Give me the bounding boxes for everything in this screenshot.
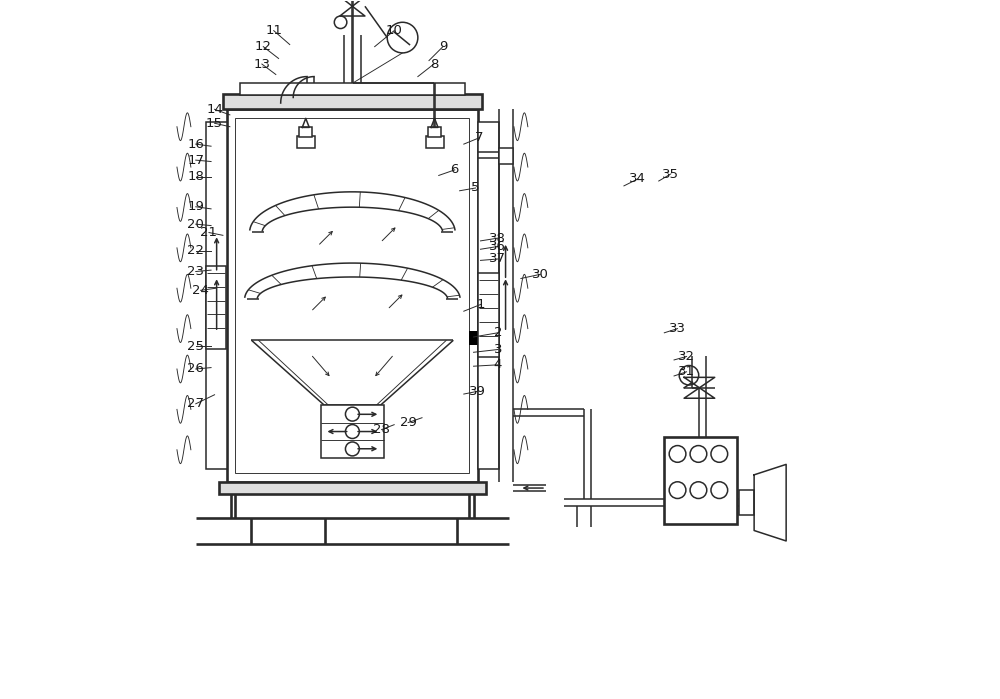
Bar (206, 266, 226, 350)
Text: 30: 30 (532, 268, 549, 281)
Text: 38: 38 (489, 231, 506, 245)
Text: 4: 4 (494, 359, 502, 371)
Bar (739, 490, 754, 515)
Text: 17: 17 (187, 154, 204, 166)
Text: 12: 12 (255, 40, 272, 53)
Bar (297, 136, 315, 148)
Text: 13: 13 (253, 57, 270, 71)
Text: 19: 19 (187, 201, 204, 213)
Text: 25: 25 (187, 340, 204, 352)
Text: 7: 7 (475, 131, 483, 145)
Text: 18: 18 (187, 171, 204, 183)
Text: 10: 10 (386, 24, 403, 37)
Text: 22: 22 (187, 244, 204, 257)
Bar (223, 94, 482, 109)
Text: 5: 5 (471, 182, 480, 194)
Bar (240, 83, 465, 95)
Text: 36: 36 (489, 240, 506, 253)
Text: 33: 33 (669, 322, 686, 335)
Bar (219, 482, 486, 494)
Text: 20: 20 (187, 217, 204, 231)
Text: 26: 26 (187, 363, 204, 375)
Text: 24: 24 (192, 284, 209, 297)
Bar (426, 136, 444, 148)
Bar (478, 273, 499, 356)
Bar (227, 109, 478, 482)
Bar (469, 331, 478, 345)
Text: 31: 31 (678, 366, 695, 378)
Bar (499, 147, 513, 164)
Text: 21: 21 (200, 226, 217, 239)
Text: 2: 2 (494, 326, 502, 339)
Text: 15: 15 (206, 117, 223, 130)
Text: 9: 9 (439, 40, 447, 53)
Text: 35: 35 (662, 168, 679, 180)
Text: 32: 32 (678, 350, 695, 363)
Text: 14: 14 (206, 103, 223, 116)
Text: 34: 34 (629, 173, 646, 185)
Bar (206, 122, 227, 469)
Text: 1: 1 (477, 298, 485, 311)
Text: 6: 6 (451, 164, 459, 176)
Bar (321, 405, 384, 458)
Text: 28: 28 (373, 423, 390, 436)
Bar (235, 117, 469, 473)
Text: 37: 37 (489, 252, 506, 266)
Bar (428, 127, 441, 137)
Text: 23: 23 (187, 265, 204, 278)
Bar (478, 122, 499, 469)
Text: 39: 39 (469, 384, 486, 398)
Text: 29: 29 (400, 416, 417, 429)
Bar (664, 437, 737, 524)
Text: 11: 11 (265, 24, 282, 37)
Text: 27: 27 (187, 397, 204, 410)
Text: 16: 16 (187, 138, 204, 150)
Text: 8: 8 (430, 57, 438, 71)
Text: 3: 3 (494, 343, 502, 356)
Bar (299, 127, 312, 137)
